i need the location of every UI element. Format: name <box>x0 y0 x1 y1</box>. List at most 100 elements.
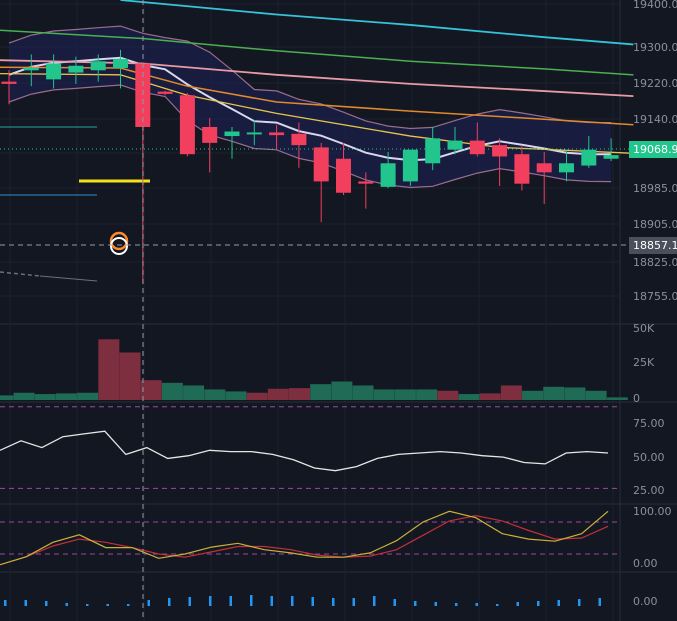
macd-bar[interactable] <box>229 596 233 606</box>
volume-bar[interactable] <box>479 393 501 400</box>
candle[interactable] <box>157 90 173 96</box>
candle[interactable] <box>425 126 441 171</box>
candle[interactable] <box>113 49 128 89</box>
candle[interactable] <box>269 124 285 150</box>
candle[interactable] <box>447 126 463 155</box>
volume-bar[interactable] <box>140 380 162 400</box>
macd-bar[interactable] <box>393 599 397 606</box>
macd-bar[interactable] <box>475 603 479 606</box>
volume-bar[interactable] <box>458 394 480 400</box>
current-price-tag[interactable] <box>629 141 677 158</box>
volume-bar[interactable] <box>373 389 395 400</box>
macd-bar[interactable] <box>311 597 315 606</box>
macd-bar[interactable] <box>291 596 294 606</box>
price-axis[interactable]: 19400.00 19300.00 19220.00 19140.00 18985.00… <box>629 0 677 608</box>
macd-bar[interactable] <box>270 596 274 606</box>
marker-white-ring[interactable] <box>110 237 128 255</box>
volume-bar[interactable] <box>267 388 289 400</box>
volume-bar[interactable] <box>161 382 183 400</box>
macd-bar[interactable] <box>24 600 28 606</box>
marker-orange-ring[interactable] <box>109 231 129 251</box>
volume-bar[interactable] <box>183 385 205 400</box>
trend-line[interactable] <box>39 275 98 282</box>
candle[interactable] <box>46 54 62 89</box>
macd-bar[interactable] <box>352 598 356 606</box>
candle[interactable] <box>514 145 530 191</box>
macd-bar[interactable] <box>434 602 438 606</box>
candle[interactable] <box>358 172 374 209</box>
candle[interactable] <box>1 70 17 105</box>
candle[interactable] <box>559 149 574 182</box>
macd-bar[interactable] <box>168 598 171 606</box>
volume-bar[interactable] <box>13 392 35 400</box>
volume-bar[interactable] <box>606 397 628 400</box>
macd-bar[interactable] <box>65 603 69 606</box>
macd-bar[interactable] <box>147 600 151 606</box>
volume-bar[interactable] <box>55 393 77 400</box>
candle[interactable] <box>202 117 218 173</box>
candle[interactable] <box>492 138 508 186</box>
candle[interactable] <box>536 151 552 205</box>
volume-bar[interactable] <box>77 392 99 400</box>
macd-bar[interactable] <box>557 600 561 606</box>
candle[interactable] <box>469 122 485 157</box>
candle[interactable] <box>68 56 84 84</box>
volume-bar[interactable] <box>352 385 374 400</box>
chart-drawings[interactable] <box>0 126 677 282</box>
rsi-line[interactable] <box>0 430 609 472</box>
macd-bar[interactable] <box>455 603 458 606</box>
candle[interactable] <box>90 54 106 82</box>
volume-bar[interactable] <box>437 390 459 400</box>
volume-bar[interactable] <box>331 381 353 400</box>
macd-pane[interactable] <box>4 595 601 606</box>
candlestick-series[interactable] <box>1 49 619 284</box>
volume-bar[interactable] <box>34 394 56 400</box>
stochastic-pane[interactable] <box>0 510 620 566</box>
macd-bar[interactable] <box>106 604 110 606</box>
volume-pane[interactable] <box>0 339 628 400</box>
volume-bar[interactable] <box>543 386 565 400</box>
macd-bar[interactable] <box>373 596 376 606</box>
volume-bar[interactable] <box>0 395 14 400</box>
candle[interactable] <box>224 126 240 159</box>
volume-bar[interactable] <box>288 388 310 400</box>
candle[interactable] <box>603 138 619 161</box>
stoch-d-line[interactable] <box>0 514 609 566</box>
macd-bar[interactable] <box>496 604 499 606</box>
candle[interactable] <box>336 142 351 196</box>
volume-bar[interactable] <box>522 390 544 400</box>
stoch-k-line[interactable] <box>0 510 609 566</box>
macd-bar[interactable] <box>516 602 520 606</box>
macd-bar[interactable] <box>537 601 540 606</box>
candle[interactable] <box>402 149 418 186</box>
macd-bar[interactable] <box>250 595 253 606</box>
volume-bar[interactable] <box>500 385 522 400</box>
macd-bar[interactable] <box>45 601 48 606</box>
candle[interactable] <box>313 142 329 223</box>
macd-bar[interactable] <box>414 601 417 606</box>
macd-bar[interactable] <box>86 604 89 606</box>
crosshair-price-tag[interactable] <box>629 237 677 254</box>
rsi-pane[interactable] <box>0 406 620 489</box>
volume-bar[interactable] <box>310 384 332 400</box>
volume-bar[interactable] <box>416 389 438 400</box>
volume-bar[interactable] <box>225 391 247 400</box>
candle[interactable] <box>291 122 307 168</box>
volume-bar[interactable] <box>119 352 141 400</box>
volume-bar[interactable] <box>564 387 586 400</box>
volume-bar[interactable] <box>246 392 268 400</box>
macd-bar[interactable] <box>578 599 581 606</box>
macd-bar[interactable] <box>4 600 7 606</box>
volume-bar[interactable] <box>98 339 120 400</box>
volume-bar[interactable] <box>394 389 416 400</box>
candle[interactable] <box>380 151 396 189</box>
candle[interactable] <box>179 92 195 157</box>
macd-bar[interactable] <box>332 598 335 606</box>
macd-bar[interactable] <box>188 597 192 606</box>
macd-bar[interactable] <box>598 598 602 606</box>
volume-bar[interactable] <box>585 390 607 400</box>
candle[interactable] <box>23 54 39 87</box>
candle[interactable] <box>581 136 597 168</box>
macd-bar[interactable] <box>127 604 130 606</box>
